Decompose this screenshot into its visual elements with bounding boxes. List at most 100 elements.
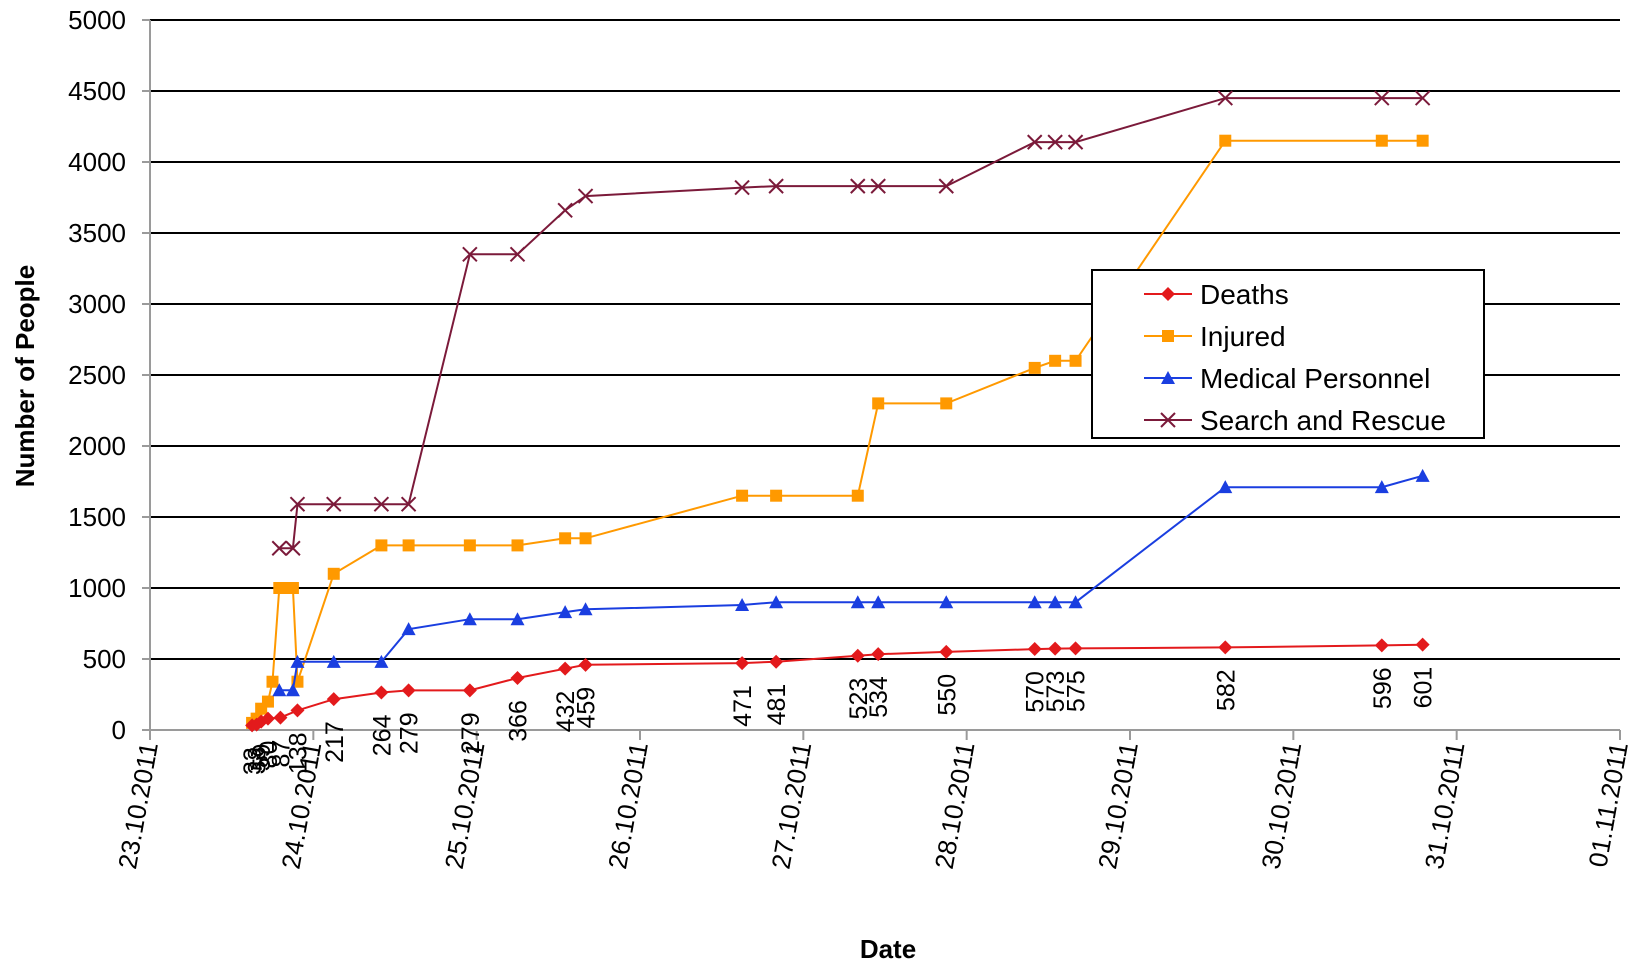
legend-item: Deaths — [1144, 279, 1289, 310]
y-tick-label: 500 — [83, 644, 126, 674]
data-label: 481 — [763, 684, 791, 726]
data-point — [272, 683, 287, 697]
data-label: 534 — [865, 676, 893, 718]
data-label: 217 — [321, 721, 349, 763]
data-point — [851, 489, 864, 502]
x-tick-label: 01.11.2011 — [1582, 740, 1633, 870]
data-point — [326, 654, 341, 668]
y-tick-label: 3500 — [68, 218, 126, 248]
data-point — [286, 582, 299, 594]
y-tick-label: 3000 — [68, 289, 126, 319]
legend-label: Injured — [1200, 321, 1286, 352]
data-label: 596 — [1369, 667, 1397, 709]
data-point — [734, 179, 750, 196]
data-point — [400, 496, 417, 512]
data-label: 279 — [457, 712, 485, 754]
y-tick-label: 0 — [112, 715, 126, 745]
data-label: 59 — [248, 744, 276, 772]
data-point — [271, 540, 288, 556]
legend-label: Medical Personnel — [1200, 363, 1430, 394]
data-point — [559, 532, 572, 545]
data-point — [1049, 354, 1062, 367]
data-point — [266, 675, 279, 688]
data-point — [1069, 354, 1082, 367]
data-point — [1374, 480, 1389, 494]
x-tick-label: 28.10.2011 — [929, 740, 981, 871]
data-point — [870, 178, 886, 194]
data-point — [1218, 640, 1233, 655]
data-point — [770, 489, 783, 502]
legend-item: Search and Rescue — [1144, 405, 1446, 436]
data-label: 471 — [729, 685, 757, 727]
data-point — [558, 605, 573, 619]
data-label: 264 — [368, 714, 396, 756]
legend-label: Search and Rescue — [1200, 405, 1446, 436]
data-label: 601 — [1410, 667, 1438, 709]
data-point — [509, 246, 526, 263]
series-injured — [246, 134, 1429, 729]
legend-label: Deaths — [1200, 279, 1289, 310]
data-point — [577, 188, 594, 204]
data-point — [402, 539, 415, 552]
y-tick-label: 4500 — [68, 76, 126, 106]
data-point — [374, 685, 389, 700]
data-point — [1027, 134, 1043, 150]
data-label: 33 — [239, 747, 267, 775]
data-point — [1027, 595, 1042, 609]
data-point — [578, 602, 593, 616]
series-deaths — [245, 637, 1430, 733]
series-line — [251, 643, 1423, 727]
data-point — [1217, 90, 1233, 106]
data-label: 366 — [505, 700, 533, 742]
y-axis-title: Number of People — [10, 265, 40, 487]
x-tick-label: 29.10.2011 — [1092, 740, 1144, 871]
data-point — [939, 595, 954, 609]
data-point — [871, 595, 886, 609]
series-lines — [245, 90, 1431, 733]
data-point — [558, 661, 573, 676]
data-point — [326, 692, 341, 707]
data-point — [285, 683, 300, 697]
data-point — [1415, 637, 1430, 652]
data-label: 432 — [552, 691, 580, 733]
data-point — [1028, 361, 1041, 374]
data-point — [462, 683, 477, 698]
x-tick-label: 31.10.2011 — [1419, 740, 1471, 871]
legend-marker — [1161, 287, 1175, 301]
data-point — [373, 496, 390, 512]
y-tick-label: 5000 — [68, 5, 126, 35]
data-point — [940, 397, 953, 410]
data-label: 87 — [267, 740, 295, 768]
data-point — [374, 654, 389, 668]
data-point — [511, 539, 524, 552]
data-point — [1218, 480, 1233, 494]
data-point — [1219, 134, 1232, 147]
data-point — [736, 489, 749, 502]
data-label: 38 — [244, 747, 272, 775]
data-point — [1068, 595, 1083, 609]
data-point — [1414, 90, 1431, 106]
data-label: 523 — [845, 678, 873, 720]
data-point — [510, 612, 525, 626]
data-point — [290, 703, 305, 718]
y-tick-label: 4000 — [68, 147, 126, 177]
data-point — [557, 202, 573, 218]
x-tick-label: 27.10.2011 — [765, 740, 817, 871]
x-tick-label: 25.10.2011 — [439, 740, 491, 871]
data-point — [510, 671, 525, 686]
data-label: 138 — [284, 732, 312, 774]
data-label: 570 — [1022, 671, 1050, 713]
data-point — [850, 178, 866, 194]
legend-item: Medical Personnel — [1144, 363, 1430, 394]
grid — [150, 19, 1620, 660]
y-tick-label: 2500 — [68, 360, 126, 390]
x-tick-label: 26.10.2011 — [602, 740, 654, 871]
series-search-and-rescue — [271, 90, 1431, 556]
data-point — [769, 595, 784, 609]
data-point — [401, 683, 416, 698]
data-point — [769, 654, 784, 669]
data-point — [1047, 134, 1063, 150]
data-label: 80 — [255, 741, 283, 769]
data-label: 582 — [1212, 669, 1240, 711]
